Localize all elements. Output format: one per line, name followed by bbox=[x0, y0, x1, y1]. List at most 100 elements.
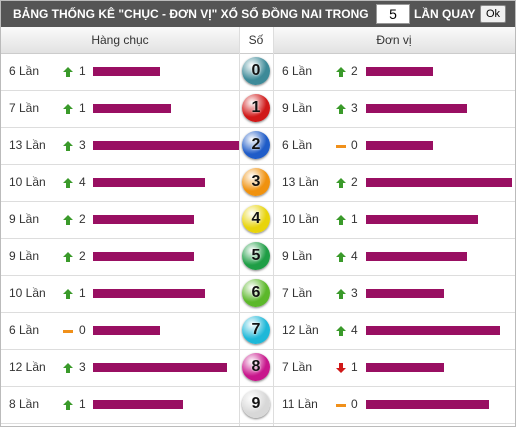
row: 9 Lần 2 5 9 Lần 4 bbox=[1, 238, 515, 276]
trend-up bbox=[63, 141, 73, 151]
bar bbox=[93, 363, 228, 372]
trend-up bbox=[63, 252, 73, 262]
row: 12 Lần 3 8 7 Lần 1 bbox=[1, 349, 515, 387]
change: 0 bbox=[79, 323, 86, 337]
trend-up bbox=[63, 104, 73, 114]
change: 3 bbox=[79, 360, 86, 374]
header: BẢNG THỐNG KÊ "CHỤC - ĐƠN VỊ" XỔ SỐ ĐỒNG… bbox=[1, 1, 515, 27]
bar bbox=[366, 104, 467, 113]
ball: 5 bbox=[242, 242, 270, 270]
bar bbox=[366, 400, 490, 409]
count-label: 9 Lần bbox=[282, 101, 313, 115]
change: 3 bbox=[351, 101, 358, 115]
change: 1 bbox=[79, 101, 86, 115]
count-label: 13 Lần bbox=[9, 138, 46, 152]
digit: 1 bbox=[251, 99, 261, 116]
count-label: 7 Lần bbox=[9, 101, 40, 115]
row: 13 Lần 3 2 6 Lần 0 bbox=[1, 127, 515, 165]
bar bbox=[366, 215, 478, 224]
trend-up bbox=[336, 215, 346, 225]
bar bbox=[366, 67, 434, 76]
ball: 4 bbox=[242, 205, 270, 233]
row: 6 Lần 1 0 6 Lần 2 bbox=[1, 53, 515, 91]
trend-up bbox=[63, 215, 73, 225]
trend-down bbox=[336, 363, 346, 373]
ball: 2 bbox=[242, 131, 270, 159]
count-label: 6 Lần bbox=[9, 64, 40, 78]
change: 2 bbox=[351, 64, 358, 78]
change: 3 bbox=[79, 138, 86, 152]
trend-up bbox=[336, 252, 346, 262]
trend-up bbox=[336, 326, 346, 336]
row: 10 Lần 1 6 7 Lần 3 bbox=[1, 275, 515, 313]
digit: 0 bbox=[251, 62, 261, 79]
count-label: 7 Lần bbox=[282, 360, 313, 374]
count-label: 10 Lần bbox=[9, 286, 46, 300]
digit: 2 bbox=[251, 136, 261, 153]
count-label: 12 Lần bbox=[282, 323, 319, 337]
bar bbox=[366, 289, 445, 298]
change: 1 bbox=[351, 360, 358, 374]
trend-up bbox=[63, 178, 73, 188]
bar bbox=[93, 289, 205, 298]
trend-up bbox=[336, 289, 346, 299]
bar bbox=[93, 215, 194, 224]
trend-up bbox=[336, 178, 346, 188]
row: 9 Lần 2 4 10 Lần 1 bbox=[1, 201, 515, 239]
bar bbox=[366, 252, 467, 261]
column-header: Hàng chục Số Đơn vị bbox=[1, 27, 515, 54]
bar bbox=[93, 400, 183, 409]
suffix: LẦN QUAY bbox=[414, 7, 476, 21]
change: 1 bbox=[79, 397, 86, 411]
title: BẢNG THỐNG KÊ "CHỤC - ĐƠN VỊ" XỔ SỐ ĐỒNG… bbox=[13, 7, 369, 21]
bar bbox=[366, 141, 434, 150]
count-label: 7 Lần bbox=[282, 286, 313, 300]
row: 10 Lần 4 3 13 Lần 2 bbox=[1, 164, 515, 202]
digit: 5 bbox=[251, 247, 261, 264]
trend-up bbox=[63, 289, 73, 299]
trend-flat bbox=[336, 404, 346, 407]
count-label: 6 Lần bbox=[282, 64, 313, 78]
digit: 4 bbox=[251, 210, 261, 227]
change: 4 bbox=[351, 323, 358, 337]
digit: 9 bbox=[251, 395, 261, 412]
ball: 7 bbox=[242, 316, 270, 344]
change: 0 bbox=[351, 397, 358, 411]
change: 4 bbox=[351, 249, 358, 263]
ok-button[interactable]: Ok bbox=[480, 5, 506, 23]
change: 1 bbox=[351, 212, 358, 226]
separator bbox=[273, 27, 274, 426]
ball: 1 bbox=[242, 94, 270, 122]
col-right: Đơn vị bbox=[376, 33, 412, 47]
trend-up bbox=[63, 400, 73, 410]
count-label: 11 Lần bbox=[282, 397, 318, 411]
trend-flat bbox=[63, 330, 73, 333]
row: 8 Lần 1 9 11 Lần 0 bbox=[1, 386, 515, 424]
trend-up bbox=[336, 67, 346, 77]
count-label: 8 Lần bbox=[9, 397, 40, 411]
ball: 3 bbox=[242, 168, 270, 196]
change: 2 bbox=[351, 175, 358, 189]
change: 4 bbox=[79, 175, 86, 189]
bar bbox=[93, 141, 239, 150]
trend-up bbox=[336, 104, 346, 114]
count-label: 6 Lần bbox=[282, 138, 313, 152]
trend-flat bbox=[336, 145, 346, 148]
digit: 8 bbox=[251, 358, 261, 375]
count-label: 9 Lần bbox=[9, 212, 40, 226]
draws-input[interactable]: 5 bbox=[376, 4, 410, 24]
digit: 3 bbox=[251, 173, 261, 190]
bar bbox=[93, 326, 161, 335]
count-label: 10 Lần bbox=[9, 175, 46, 189]
bar bbox=[366, 326, 501, 335]
bar bbox=[93, 178, 205, 187]
change: 1 bbox=[79, 64, 86, 78]
col-left: Hàng chục bbox=[91, 33, 149, 47]
ball: 8 bbox=[242, 353, 270, 381]
count-label: 9 Lần bbox=[9, 249, 40, 263]
count-label: 13 Lần bbox=[282, 175, 319, 189]
digit: 7 bbox=[251, 321, 261, 338]
ball: 9 bbox=[242, 390, 270, 418]
count-label: 12 Lần bbox=[9, 360, 46, 374]
